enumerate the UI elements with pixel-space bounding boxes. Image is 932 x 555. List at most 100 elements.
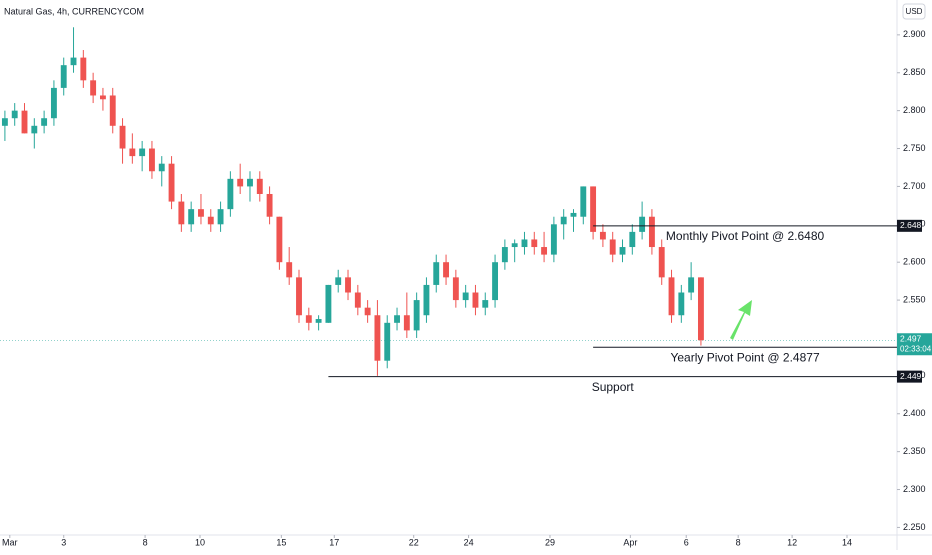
candle-body (198, 209, 204, 217)
candle-body (482, 300, 489, 308)
level-text: Yearly Pivot Point @ 2.4877 (670, 350, 819, 364)
candle-body (462, 292, 469, 301)
chart-title: Natural Gas, 4h, CURRENCYCOM (4, 6, 144, 16)
candle-body (570, 212, 577, 217)
candle-body (31, 125, 38, 134)
y-tick-label: 2.550 (903, 294, 926, 304)
x-tick-label: 10 (195, 537, 205, 547)
candle-body (315, 319, 322, 323)
candle-body (521, 239, 528, 248)
x-tick-label: 24 (464, 537, 474, 547)
candle-body (541, 247, 548, 255)
candle-body (629, 231, 636, 248)
candle-body (345, 277, 351, 293)
candle-body (80, 57, 87, 81)
candle-body (619, 247, 626, 255)
y-tick-label: 2.400 (903, 408, 926, 418)
candle-body (560, 216, 567, 225)
candle-body (60, 65, 67, 88)
candle-body (639, 216, 646, 232)
candle-body (394, 315, 400, 323)
level-price-label: 2.648 (900, 220, 922, 230)
candle-body (217, 209, 224, 225)
level-price-box (897, 370, 922, 383)
candle-body (129, 148, 136, 157)
candle-body (678, 292, 685, 316)
candle-body (472, 292, 479, 308)
candle-body (492, 262, 499, 301)
candle-body (384, 322, 391, 361)
candle-body (403, 315, 410, 331)
candle-body (697, 277, 704, 341)
candle-body (296, 277, 302, 316)
candle-body (188, 209, 195, 225)
x-tick-label: Apr (623, 537, 637, 547)
candle-body (364, 307, 371, 316)
level-price-label: 2.449 (900, 371, 922, 381)
x-tick-label: 6 (684, 537, 689, 547)
candle-body (305, 315, 312, 323)
y-tick-label: 2.750 (903, 143, 926, 153)
x-tick-label: 14 (842, 537, 852, 547)
currency: USD (906, 7, 923, 16)
candle-body (50, 87, 57, 119)
candle-body (550, 224, 557, 255)
level-price-box (897, 219, 922, 232)
x-tick-label: 17 (329, 537, 339, 547)
arrow (730, 300, 752, 340)
candle-body (109, 95, 116, 126)
candle-body (168, 163, 175, 202)
candle-body (11, 110, 18, 119)
y-tick-label: 2.350 (903, 446, 926, 456)
candle-body (276, 216, 283, 263)
y-tick-label: 2.900 (903, 29, 926, 39)
y-tick-label: 2.300 (903, 484, 926, 494)
level-text: Monthly Pivot Point @ 2.6480 (666, 229, 825, 243)
candle-body (256, 178, 263, 194)
y-tick-label: 2.600 (903, 257, 926, 267)
x-tick-label: 3 (61, 537, 66, 547)
x-tick-label: 22 (409, 537, 419, 547)
candle-body (648, 216, 655, 248)
x-tick-label: 8 (736, 537, 741, 547)
y-tick-label: 2.850 (903, 67, 926, 77)
x-tick-label: Mar (2, 537, 18, 547)
candle-body (158, 163, 165, 172)
candle-body (178, 201, 185, 225)
last-price-label: 2.497 (900, 333, 922, 343)
candle-body (374, 315, 381, 361)
candle-body (266, 193, 273, 217)
level-text: Support (592, 380, 635, 394)
y-tick-label: 2.800 (903, 105, 926, 115)
candle-body (207, 216, 214, 225)
candle-body (70, 57, 77, 66)
candle-body (247, 178, 253, 187)
candle-body (237, 178, 244, 187)
candle-body (609, 239, 616, 255)
y-tick-label: 2.250 (903, 522, 926, 532)
candle-body (443, 262, 449, 278)
last-price-box (897, 333, 932, 356)
candle-body (21, 110, 28, 134)
candle-body (354, 292, 361, 308)
candle-body (452, 277, 459, 301)
candle-body (227, 178, 234, 210)
countdown: 02:33:04 (900, 344, 932, 353)
y-tick-label: 2.700 (903, 181, 926, 191)
candle-body (433, 262, 440, 285)
candle-body (413, 300, 420, 331)
candle-body (531, 239, 538, 248)
currency-box (902, 3, 926, 20)
candle-body (99, 95, 106, 100)
x-tick-label: 12 (787, 537, 797, 547)
candle-body (580, 186, 587, 217)
x-tick-label: 15 (276, 537, 286, 547)
candle-body (668, 277, 675, 316)
candle-body (501, 247, 508, 263)
candle-body (139, 148, 146, 157)
candle-body (599, 231, 606, 240)
candle-body (423, 284, 430, 316)
candle-body (658, 247, 665, 278)
